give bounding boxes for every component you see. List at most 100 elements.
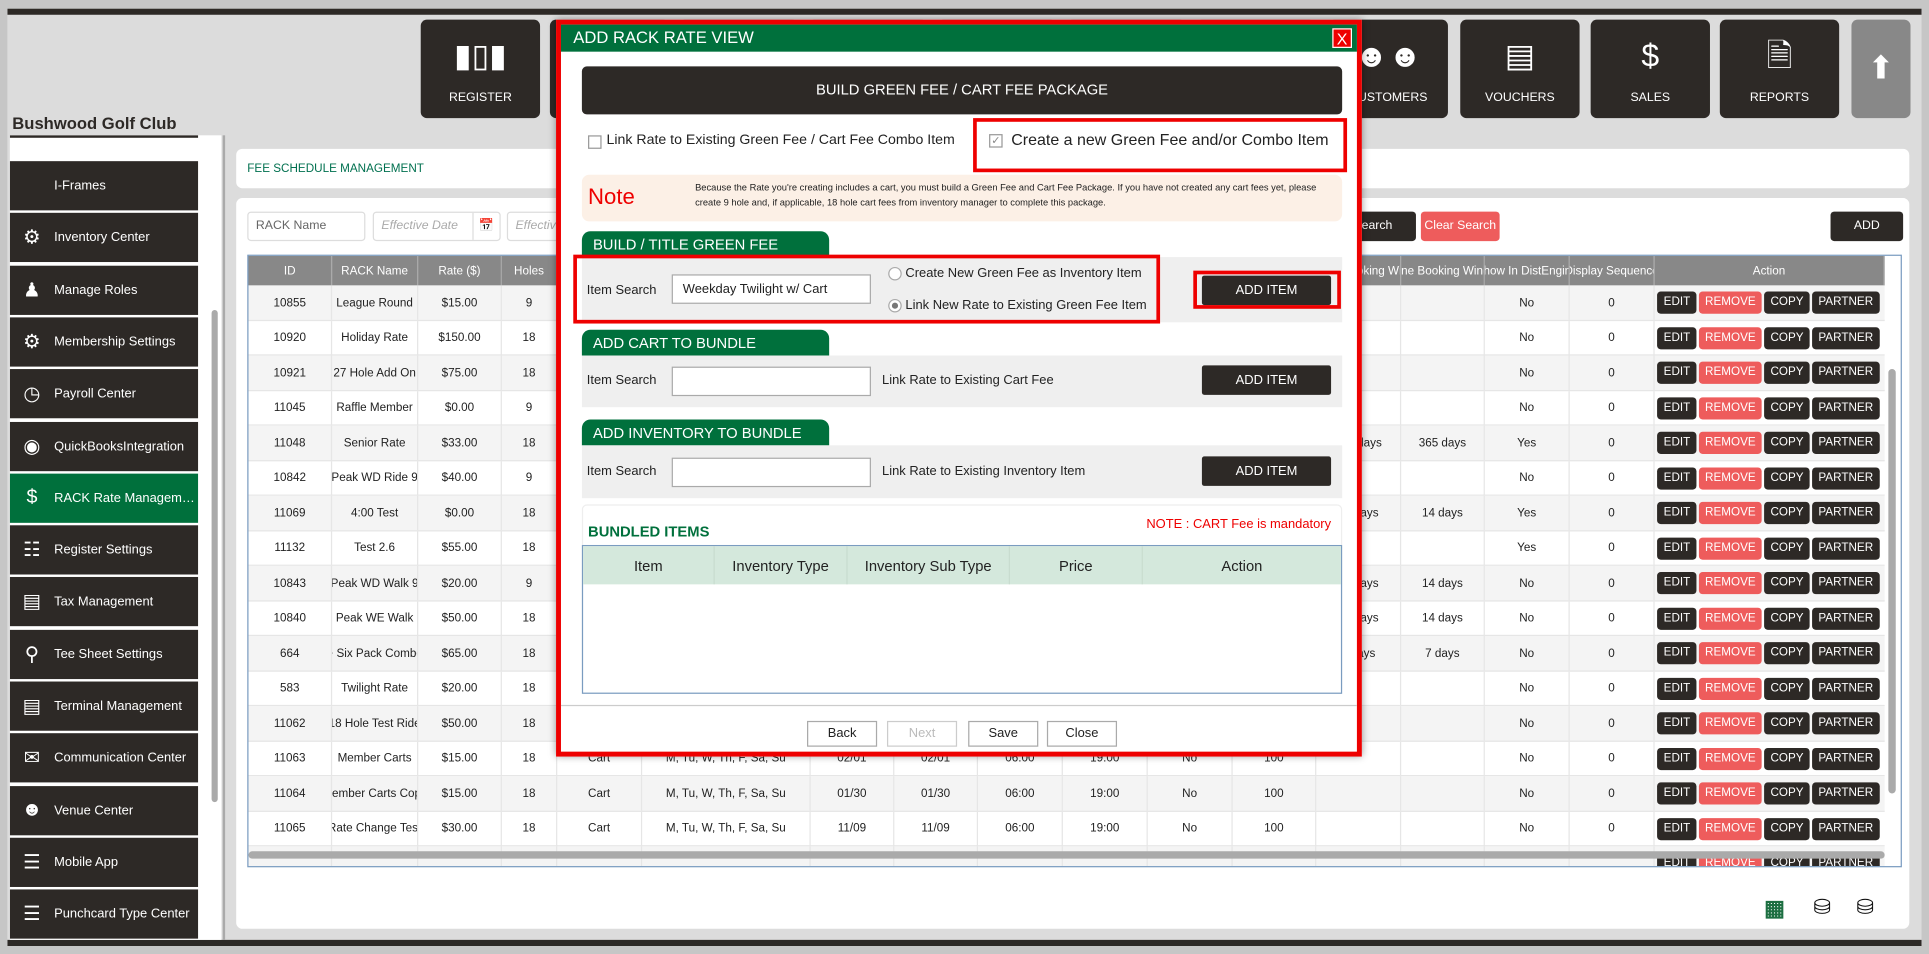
sidebar-item-payroll-center[interactable]: ◷ Payroll Center [9,369,199,419]
sidebar-item-register-settings[interactable]: ☷ Register Settings [9,525,199,575]
remove-button[interactable]: REMOVE [1698,466,1762,490]
nav-register[interactable]: ▮▯▮ REGISTER [420,19,541,119]
copy-button[interactable]: COPY [1764,782,1810,805]
sidebar-item-membership-settings[interactable]: ⚙ Membership Settings [9,317,199,367]
remove-button[interactable]: REMOVE [1698,501,1762,525]
partner-button[interactable]: PARTNER [1812,361,1880,384]
effective-date-filter[interactable]: Effective Date 📅 [372,211,501,242]
edit-button[interactable]: EDIT [1657,361,1697,384]
inventory-add-item-button[interactable]: ADD ITEM [1201,456,1332,486]
vertical-scrollbar[interactable] [1888,369,1896,794]
radio-create-new-green-fee[interactable] [888,266,902,281]
edit-button[interactable]: EDIT [1657,291,1697,314]
partner-button[interactable]: PARTNER [1812,326,1880,349]
close-button[interactable]: Close [1046,720,1118,747]
remove-button[interactable]: REMOVE [1698,642,1762,665]
database-download-icon[interactable]: ⛁ [1813,895,1831,919]
copy-button[interactable]: COPY [1764,501,1810,525]
edit-button[interactable]: EDIT [1657,782,1697,805]
green-fee-add-item-button[interactable]: ADD ITEM [1201,275,1332,306]
edit-button[interactable]: EDIT [1657,607,1697,630]
edit-button[interactable]: EDIT [1657,501,1697,525]
sidebar-item-venue-center[interactable]: ☻ Venue Center [9,785,199,835]
copy-button[interactable]: COPY [1764,361,1810,384]
edit-button[interactable]: EDIT [1657,431,1697,454]
link-existing-checkbox[interactable] [588,135,602,149]
edit-button[interactable]: EDIT [1657,396,1697,419]
sidebar-item-i-frames[interactable]: I-Frames [9,161,199,211]
remove-button[interactable]: REMOVE [1698,326,1762,349]
partner-button[interactable]: PARTNER [1812,536,1880,560]
copy-button[interactable]: COPY [1764,466,1810,490]
sidebar-item-tee-sheet-settings[interactable]: ⚲ Tee Sheet Settings [9,629,199,679]
partner-button[interactable]: PARTNER [1812,501,1880,525]
green-fee-search-input[interactable]: Weekday Twilight w/ Cart [671,274,871,304]
partner-button[interactable]: PARTNER [1812,572,1880,595]
remove-button[interactable]: REMOVE [1698,607,1762,630]
excel-icon[interactable]: ▦ [1764,895,1786,921]
copy-button[interactable]: COPY [1764,536,1810,560]
copy-button[interactable]: COPY [1764,607,1810,630]
copy-button[interactable]: COPY [1764,326,1810,349]
database-upload-icon[interactable]: ⛁ [1856,895,1874,919]
remove-button[interactable]: REMOVE [1698,782,1762,805]
sidebar-item-partial[interactable] [9,135,199,138]
partner-button[interactable]: PARTNER [1812,782,1880,805]
next-button[interactable]: Next [886,720,958,747]
edit-button[interactable]: EDIT [1657,817,1697,840]
remove-button[interactable]: REMOVE [1698,291,1762,314]
sidebar-item-punchcard-type-center[interactable]: ☰ Punchcard Type Center [9,889,199,939]
remove-button[interactable]: REMOVE [1698,431,1762,454]
copy-button[interactable]: COPY [1764,396,1810,419]
edit-button[interactable]: EDIT [1657,747,1697,770]
copy-button[interactable]: COPY [1764,291,1810,314]
partner-button[interactable]: PARTNER [1812,607,1880,630]
remove-button[interactable]: REMOVE [1698,677,1762,700]
back-button[interactable]: Back [807,720,878,747]
scroll-top-button[interactable]: ⬆ [1851,19,1911,119]
sidebar-item-quickbooksintegration[interactable]: ◉ QuickBooksIntegration [9,421,199,471]
edit-button[interactable]: EDIT [1657,572,1697,595]
add-button[interactable]: ADD [1830,211,1904,242]
copy-button[interactable]: COPY [1764,642,1810,665]
sidebar-item-communication-center[interactable]: ✉ Communication Center [9,733,199,783]
inventory-search-input[interactable] [671,457,871,488]
remove-button[interactable]: REMOVE [1698,712,1762,735]
remove-button[interactable]: REMOVE [1698,361,1762,384]
copy-button[interactable]: COPY [1764,817,1810,840]
remove-button[interactable]: REMOVE [1698,572,1762,595]
edit-button[interactable]: EDIT [1657,536,1697,560]
sidebar-item-mobile-app[interactable]: ☰ Mobile App [9,837,199,887]
edit-button[interactable]: EDIT [1657,677,1697,700]
nav-sales[interactable]: $ SALES [1590,19,1710,119]
remove-button[interactable]: REMOVE [1698,396,1762,419]
sidebar-item-rack-rate-manageme[interactable]: $ RACK Rate Manageme... [9,473,199,523]
build-package-button[interactable]: BUILD GREEN FEE / CART FEE PACKAGE [581,66,1343,115]
nav-reports[interactable]: 🗎 REPORTS [1719,19,1840,119]
remove-button[interactable]: REMOVE [1698,747,1762,770]
nav-vouchers[interactable]: ▤ VOUCHERS [1460,19,1580,119]
radio-link-existing-green-fee[interactable] [888,298,902,313]
rack-name-filter[interactable]: RACK Name [247,211,366,242]
edit-button[interactable]: EDIT [1657,712,1697,735]
copy-button[interactable]: COPY [1764,747,1810,770]
clear-search-button[interactable]: Clear Search [1420,211,1500,242]
horizontal-scrollbar[interactable] [248,851,1885,859]
partner-button[interactable]: PARTNER [1812,642,1880,665]
sidebar-scrollbar[interactable] [211,310,218,803]
remove-button[interactable]: REMOVE [1698,817,1762,840]
partner-button[interactable]: PARTNER [1812,431,1880,454]
partner-button[interactable]: PARTNER [1812,712,1880,735]
close-icon[interactable]: X [1332,28,1352,48]
create-new-checkbox[interactable]: ✓ [989,134,1003,148]
partner-button[interactable]: PARTNER [1812,396,1880,419]
partner-button[interactable]: PARTNER [1812,466,1880,490]
edit-button[interactable]: EDIT [1657,466,1697,490]
edit-button[interactable]: EDIT [1657,642,1697,665]
copy-button[interactable]: COPY [1764,712,1810,735]
sidebar-item-tax-management[interactable]: ▤ Tax Management [9,577,199,627]
partner-button[interactable]: PARTNER [1812,677,1880,700]
edit-button[interactable]: EDIT [1657,326,1697,349]
partner-button[interactable]: PARTNER [1812,291,1880,314]
cart-add-item-button[interactable]: ADD ITEM [1201,365,1332,395]
